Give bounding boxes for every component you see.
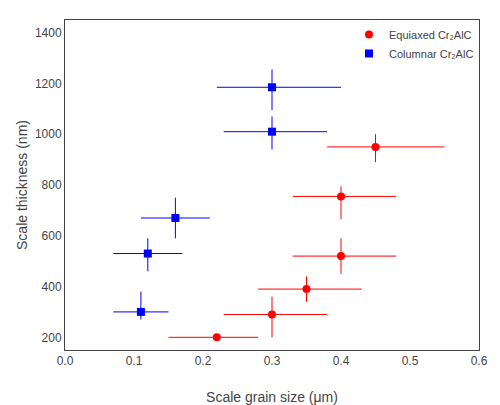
svg-text:0.3: 0.3 <box>264 354 281 368</box>
svg-text:600: 600 <box>42 229 62 243</box>
svg-text:400: 400 <box>42 280 62 294</box>
svg-text:0.4: 0.4 <box>333 354 350 368</box>
svg-text:0.1: 0.1 <box>126 354 143 368</box>
svg-text:0.5: 0.5 <box>402 354 419 368</box>
svg-text:0.2: 0.2 <box>195 354 212 368</box>
svg-text:1400: 1400 <box>35 26 62 40</box>
svg-text:200: 200 <box>42 331 62 345</box>
svg-text:Columnar Cr₂AlC: Columnar Cr₂AlC <box>389 48 473 60</box>
svg-text:1200: 1200 <box>35 77 62 91</box>
svg-text:1000: 1000 <box>35 127 62 141</box>
svg-text:0.6: 0.6 <box>471 354 488 368</box>
svg-text:Scale grain size (μm): Scale grain size (μm) <box>206 389 338 405</box>
svg-text:Equiaxed Cr₂AlC: Equiaxed Cr₂AlC <box>389 29 472 41</box>
svg-text:Scale thickness (nm): Scale thickness (nm) <box>14 120 30 250</box>
svg-text:800: 800 <box>42 178 62 192</box>
svg-text:0.0: 0.0 <box>57 354 74 368</box>
